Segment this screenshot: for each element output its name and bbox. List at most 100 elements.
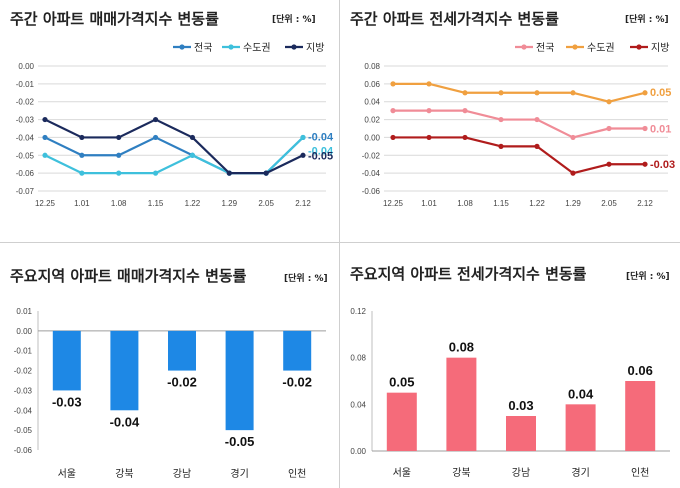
y-tick-label: -0.02 (16, 98, 35, 107)
x-tick-label: 1.22 (185, 199, 201, 208)
data-point (462, 108, 468, 114)
y-tick-label: -0.07 (16, 187, 35, 196)
bar-value-label: -0.02 (282, 375, 312, 390)
x-tick-label: 2.05 (258, 199, 274, 208)
x-tick-label: 1.01 (74, 199, 90, 208)
y-tick-label: 0.00 (364, 133, 380, 142)
bar-value-label: -0.03 (52, 394, 82, 409)
series-line (44, 118, 304, 175)
y-tick-label: -0.01 (14, 347, 33, 356)
data-point (642, 125, 648, 132)
data-point (189, 134, 196, 141)
y-tick-label: 0.00 (350, 447, 366, 456)
x-tick-label: 1.15 (148, 199, 164, 208)
x-tick-label: 2.12 (295, 199, 311, 208)
data-point (462, 134, 468, 141)
panel-sale-region: 주요지역 아파트 매매가격지수 변동률 [단위 : %] 0.01 0.00 -0.… (0, 243, 339, 488)
data-point (300, 152, 306, 158)
data-point (116, 170, 122, 176)
bar (52, 330, 81, 391)
y-tick-label: -0.03 (16, 116, 35, 125)
bar (625, 381, 656, 451)
x-tick-label: 강북 (452, 467, 470, 479)
data-point (42, 116, 48, 123)
bar-value-label: -0.02 (167, 375, 197, 390)
data-point (152, 170, 159, 176)
end-label: 0.01 (650, 124, 671, 136)
bar-value-label: 0.05 (389, 375, 414, 390)
bar-value-label: -0.04 (110, 414, 140, 429)
x-tick-label: 1.01 (421, 199, 437, 208)
vertical-divider (339, 0, 340, 488)
legend-label: 지방 (651, 42, 669, 54)
unit-label: [단위 : %] (625, 15, 669, 25)
horizontal-divider (0, 242, 680, 243)
x-tick-label: 경기 (571, 466, 589, 479)
data-point (570, 134, 576, 141)
data-point (426, 108, 432, 114)
x-tick-label: 1.22 (529, 199, 545, 208)
bar (565, 404, 596, 451)
data-point (606, 99, 612, 105)
unit-label: [단위 : %] (272, 15, 316, 25)
legend-label: 수도권 (243, 42, 271, 54)
bar-value-label: 0.08 (449, 340, 474, 355)
bar (283, 330, 312, 371)
data-point (263, 170, 269, 176)
chart-title: 주요지역 아파트 전세가격지수 변동률 (350, 265, 587, 283)
data-point (42, 134, 48, 141)
data-point (79, 170, 85, 176)
legend-label: 전국 (194, 42, 212, 54)
y-tick-label: 0.08 (350, 354, 366, 363)
legend-swatch-marker (636, 44, 642, 50)
data-point (426, 134, 432, 141)
y-tick-label: 0.00 (18, 62, 34, 71)
end-label: -0.04 (308, 145, 334, 157)
legend-swatch-marker (291, 44, 297, 50)
data-point (642, 161, 648, 167)
data-point (606, 125, 612, 132)
x-tick-label: 12.25 (383, 199, 404, 208)
data-point (534, 90, 540, 96)
end-label: -0.03 (650, 159, 675, 171)
x-tick-label: 강남 (512, 467, 530, 479)
data-point (116, 152, 122, 158)
data-point (426, 81, 432, 87)
panel-sale-weekly: 주간 아파트 매매가격지수 변동률 [단위 : %] 0.00 -0.01 -0.0… (0, 0, 339, 242)
y-tick-label: 0.04 (364, 98, 380, 107)
x-tick-label: 1.29 (565, 199, 581, 208)
x-tick-label: 인천 (288, 468, 306, 480)
bar-value-label: 0.04 (568, 386, 594, 401)
x-tick-label: 서울 (58, 468, 76, 480)
y-tick-label: 0.06 (364, 80, 380, 89)
x-tick-label: 1.15 (493, 199, 509, 208)
bar-chart-jeonse: 0.12 0.08 0.04 0.00 0.05 서울 0.08 강북 0.03 강남 0.04 경기… (350, 307, 670, 479)
y-tick-label: -0.06 (362, 187, 381, 196)
data-point (462, 90, 468, 96)
y-tick-label: -0.03 (14, 386, 33, 395)
bar (506, 416, 536, 451)
data-point (152, 134, 159, 141)
y-tick-label: -0.05 (14, 426, 33, 435)
end-label: 0.05 (650, 87, 671, 99)
chart-title: 주요지역 아파트 매매가격지수 변동률 (10, 267, 247, 285)
bar (446, 357, 477, 451)
x-tick-label: 인천 (631, 467, 649, 479)
y-tick-label: 0.12 (350, 307, 366, 316)
chart-title: 주간 아파트 매매가격지수 변동률 (10, 10, 219, 28)
series-line (393, 136, 645, 175)
line-chart-sale: 0.00-0.01-0.02-0.03-0.04-0.05-0.06-0.071… (16, 42, 334, 208)
bar-value-label: 0.03 (508, 398, 533, 413)
chart-title: 주간 아파트 전세가격지수 변동률 (350, 10, 559, 28)
panel-jeonse-region: 주요지역 아파트 전세가격지수 변동률 [단위 : %] 0.12 0.08 0.0… (340, 243, 680, 488)
data-point (226, 170, 232, 176)
unit-label: [단위 : %] (626, 272, 670, 282)
x-tick-label: 1.29 (221, 199, 237, 208)
end-label: -0.05 (308, 150, 333, 162)
data-point (570, 90, 576, 96)
data-point (79, 152, 85, 158)
legend-swatch-marker (179, 44, 185, 50)
data-point (606, 161, 612, 167)
bar-value-label: 0.06 (628, 363, 653, 378)
data-point (189, 152, 196, 158)
